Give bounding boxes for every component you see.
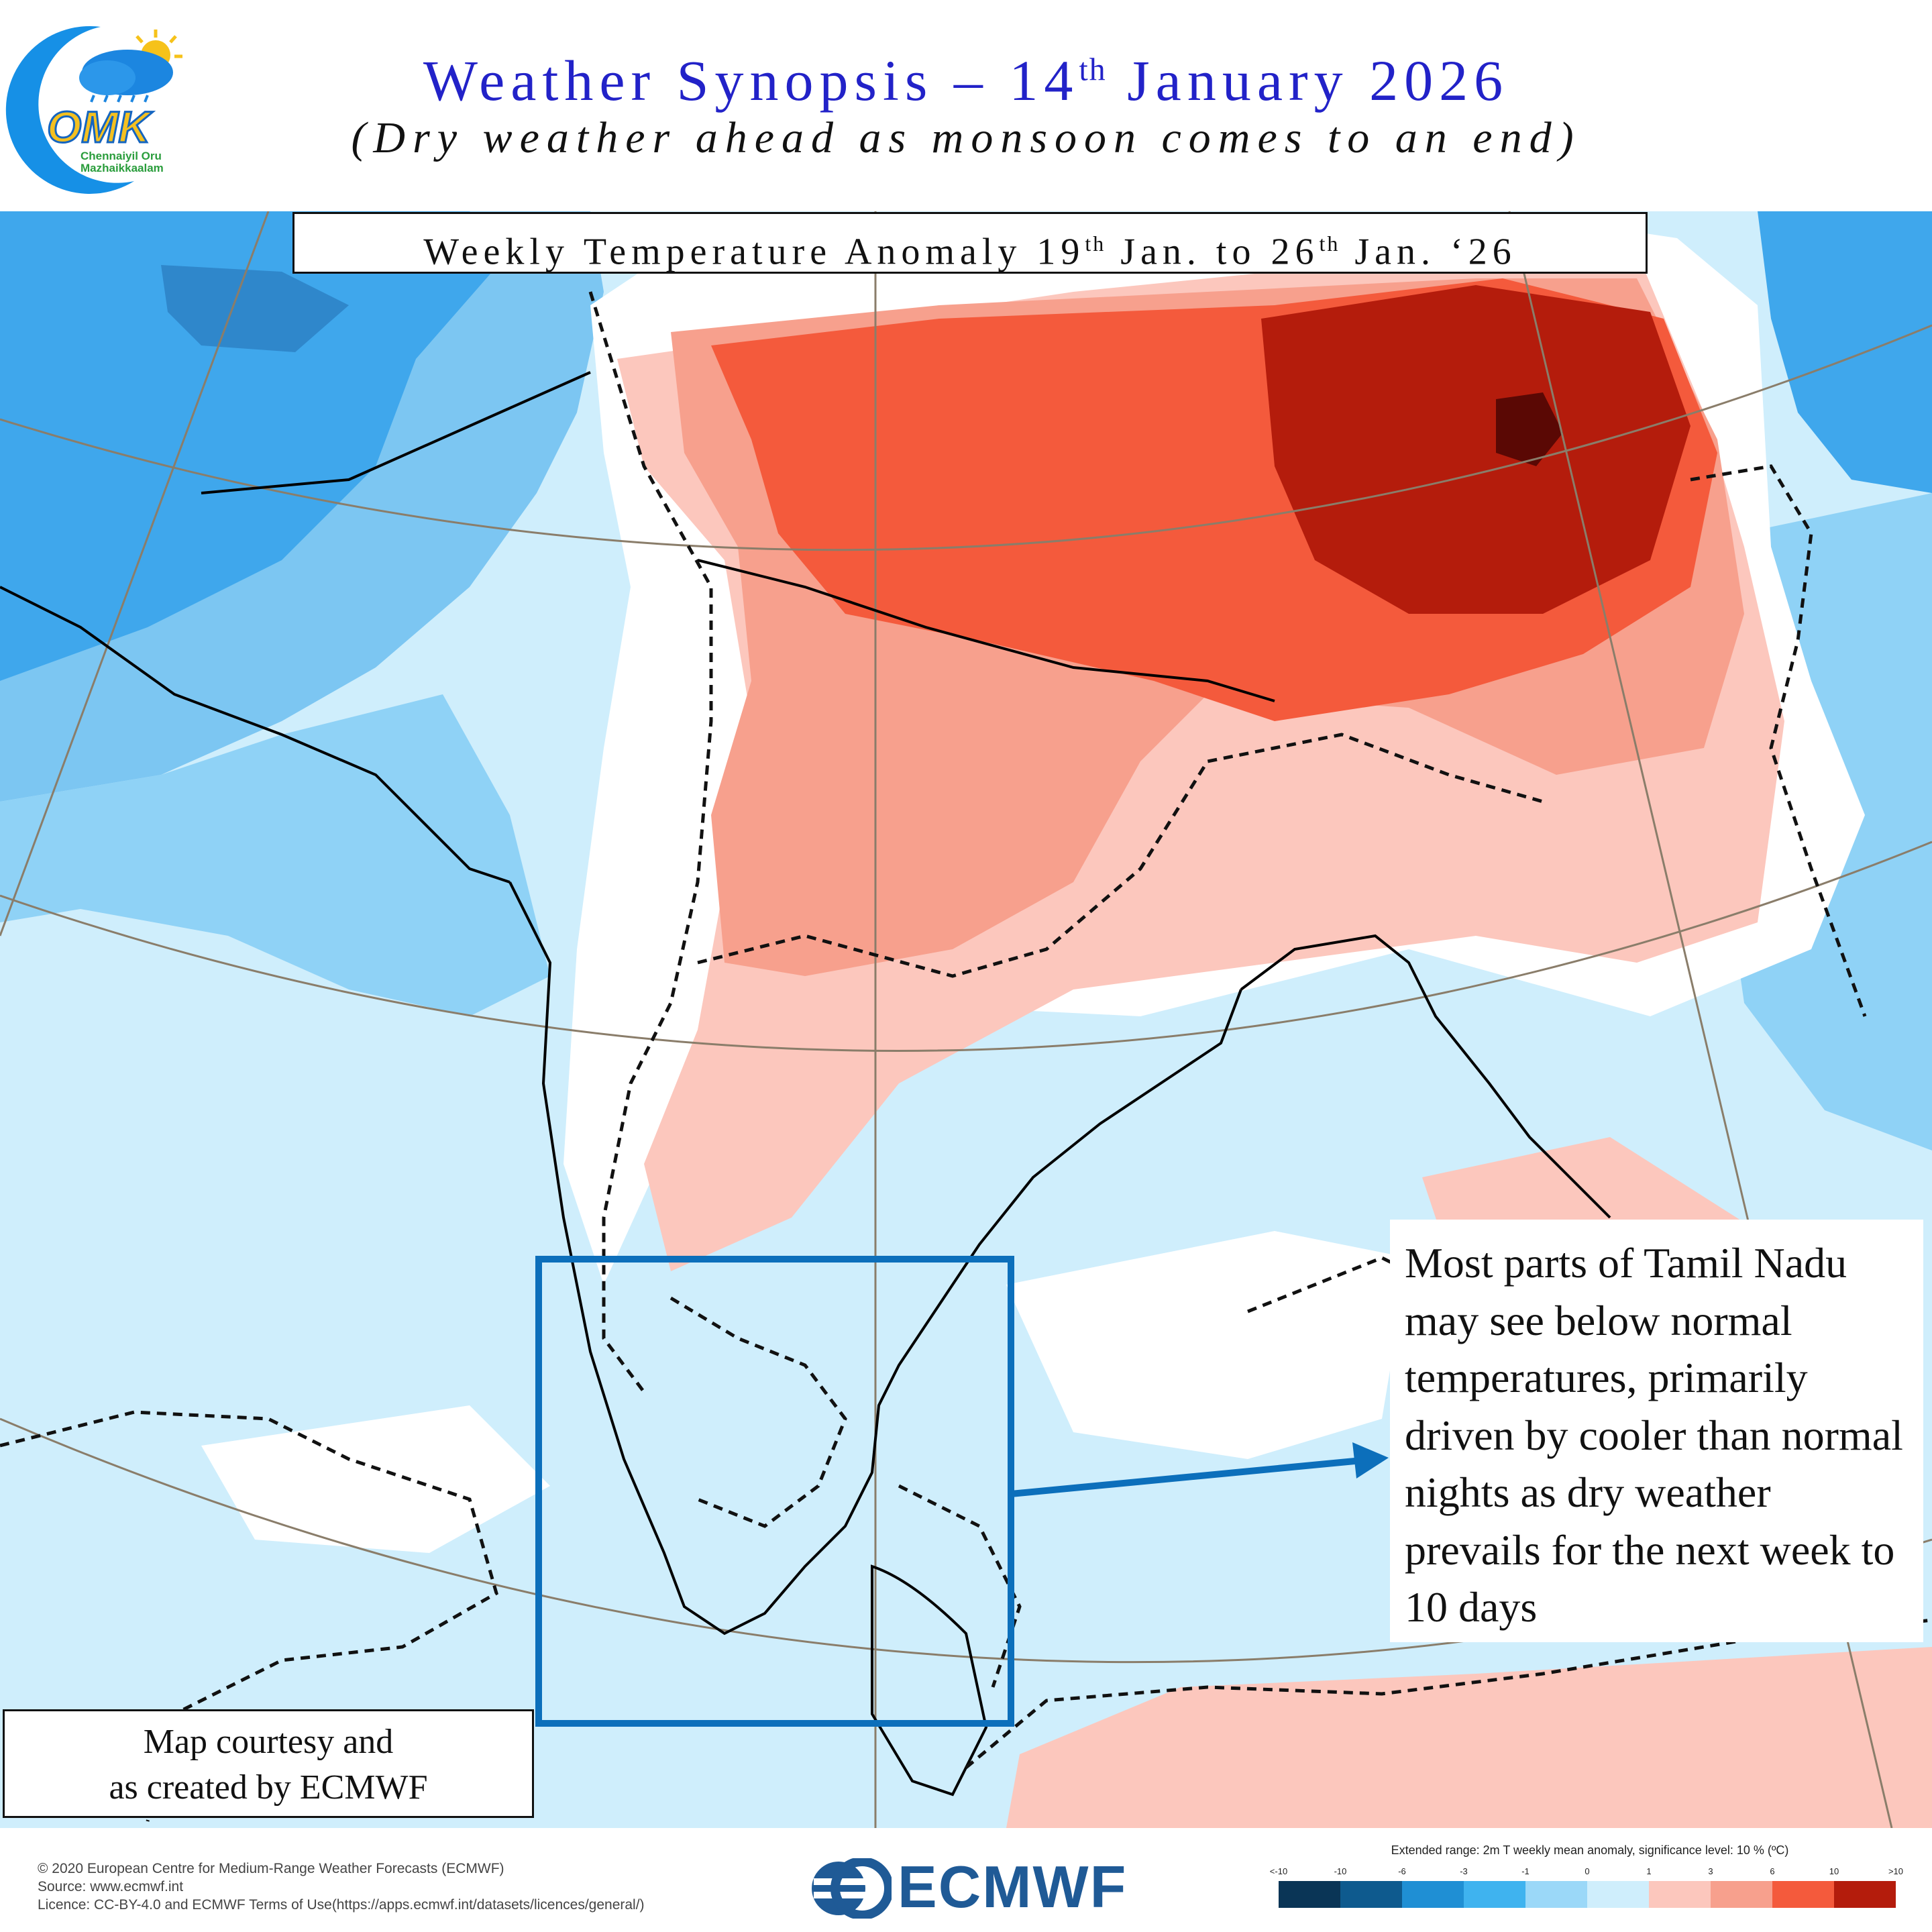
legend-tick-label: -10 bbox=[1334, 1866, 1347, 1876]
legend-swatch bbox=[1649, 1881, 1711, 1908]
legend-swatch bbox=[1402, 1881, 1464, 1908]
map-title-part-1: Weekly Temperature Anomaly 19 bbox=[423, 231, 1085, 273]
anomaly-warm-darkred bbox=[1261, 285, 1690, 614]
anomaly-cold-arabian bbox=[0, 694, 550, 1016]
tamil-nadu-callout: Most parts of Tamil Nadu may see below n… bbox=[1390, 1220, 1923, 1642]
legend-swatch bbox=[1834, 1881, 1896, 1908]
map-canvas bbox=[0, 211, 1932, 1828]
anomaly-cold-northwest-strong bbox=[0, 211, 510, 681]
legend-tick-label: -6 bbox=[1398, 1866, 1406, 1876]
legend-tick-label: 6 bbox=[1770, 1866, 1775, 1876]
footer-licence: Licence: CC-BY-4.0 and ECMWF Terms of Us… bbox=[38, 1897, 645, 1913]
map-courtesy-box: Map courtesy and as created by ECMWF bbox=[3, 1709, 534, 1818]
anomaly-warm-pink-indian-ocean bbox=[1006, 1647, 1932, 1828]
title-sup: th bbox=[1079, 52, 1107, 88]
page-title: Weather Synopsis – 14th January 2026 bbox=[0, 47, 1932, 114]
legend-swatch bbox=[1711, 1881, 1772, 1908]
legend-tick-label: -1 bbox=[1521, 1866, 1529, 1876]
anomaly-cold-northeast bbox=[1758, 211, 1932, 493]
map-title-sup-1: th bbox=[1085, 231, 1106, 256]
map-title: Weekly Temperature Anomaly 19th Jan. to … bbox=[292, 212, 1648, 274]
legend-swatch bbox=[1340, 1881, 1402, 1908]
ecmwf-emblem-icon bbox=[812, 1858, 892, 1919]
map-title-part-2: Jan. to 26 bbox=[1106, 231, 1320, 273]
logo-line1: Chennaiyil Oru bbox=[80, 150, 162, 162]
legend-title: Extended range: 2m T weekly mean anomaly… bbox=[1391, 1843, 1789, 1857]
title-end: January 2026 bbox=[1106, 48, 1509, 113]
legend-swatch bbox=[1772, 1881, 1834, 1908]
legend-tick-label: >10 bbox=[1888, 1866, 1904, 1876]
legend-tick-label: <-10 bbox=[1269, 1866, 1288, 1876]
legend-colorbar bbox=[1279, 1881, 1896, 1908]
logo-line2: Mazhaikkaalam bbox=[80, 162, 164, 174]
anomaly-neutral-south bbox=[201, 1405, 550, 1553]
courtesy-line-1: Map courtesy and bbox=[143, 1723, 394, 1761]
legend-ticks: <-10 -10 -6 -3 -1 0 1 3 6 10 >10 bbox=[1270, 1866, 1905, 1880]
legend-swatch bbox=[1464, 1881, 1525, 1908]
legend-tick-label: -3 bbox=[1460, 1866, 1468, 1876]
footer-copyright: © 2020 European Centre for Medium-Range … bbox=[38, 1861, 504, 1876]
courtesy-line-2: as created by ECMWF bbox=[109, 1768, 428, 1807]
legend-swatch bbox=[1279, 1881, 1340, 1908]
anomaly-warm-extreme bbox=[1496, 392, 1563, 466]
tamil-nadu-highlight-box bbox=[535, 1256, 1014, 1727]
callout-text: Most parts of Tamil Nadu may see below n… bbox=[1405, 1239, 1903, 1631]
omk-logo: OMK Chennaiyil Oru Mazhaikkaalam bbox=[0, 13, 195, 195]
legend-tick-label: 1 bbox=[1646, 1866, 1652, 1876]
temperature-anomaly-map bbox=[0, 211, 1932, 1828]
anomaly-neutral-bay bbox=[1006, 1231, 1409, 1459]
page-subtitle: (Dry weather ahead as monsoon comes to a… bbox=[351, 113, 1581, 162]
title-main: Weather Synopsis – 14 bbox=[423, 48, 1079, 113]
logo-brand: OMK bbox=[47, 102, 153, 152]
legend-swatch bbox=[1587, 1881, 1649, 1908]
legend-swatch bbox=[1525, 1881, 1587, 1908]
anomaly-cold-small bbox=[161, 265, 349, 352]
footer-source: Source: www.ecmwf.int bbox=[38, 1879, 184, 1894]
callout-arrow-head bbox=[1352, 1442, 1389, 1479]
map-coastlines bbox=[0, 371, 1611, 1796]
temperature-legend: Extended range: 2m T weekly mean anomaly… bbox=[1270, 1843, 1905, 1917]
footer-credits: © 2020 European Centre for Medium-Range … bbox=[38, 1860, 645, 1914]
legend-tick-label: 0 bbox=[1585, 1866, 1590, 1876]
map-title-part-3: Jan. ‘26 bbox=[1340, 231, 1517, 273]
callout-arrow-line bbox=[1010, 1457, 1362, 1497]
legend-tick-label: 3 bbox=[1708, 1866, 1713, 1876]
map-title-sup-2: th bbox=[1319, 231, 1340, 256]
ecmwf-wordmark: ECMWF bbox=[898, 1854, 1128, 1920]
legend-tick-label: 10 bbox=[1829, 1866, 1839, 1876]
